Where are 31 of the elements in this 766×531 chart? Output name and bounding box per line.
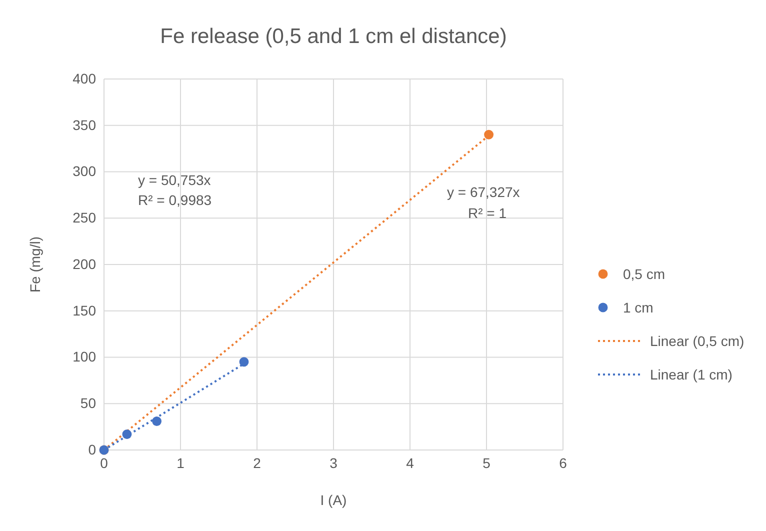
- legend-label: 1 cm: [623, 300, 654, 316]
- y-tick-label: 400: [72, 70, 96, 86]
- x-tick-label: 5: [482, 454, 491, 471]
- annotation: y = 67,327x: [447, 184, 520, 200]
- y-axis-title: Fe (mg/l): [27, 236, 43, 292]
- y-tick-label: 100: [72, 348, 96, 365]
- annotation: y = 50,753x: [138, 172, 211, 188]
- legend-label: Linear (0,5 cm): [650, 333, 744, 349]
- point: [152, 416, 162, 426]
- point: [122, 430, 132, 439]
- x-tick-label: 1: [176, 454, 185, 471]
- x-tick-label: 2: [253, 454, 262, 471]
- point: [484, 130, 494, 140]
- x-tick-label: 3: [330, 454, 338, 471]
- y-tick-label: 200: [72, 256, 96, 272]
- annotation: R² = 0,9983: [138, 192, 212, 208]
- annotation: R² = 1: [468, 205, 507, 221]
- y-tick-label: 250: [72, 210, 96, 226]
- x-axis-title: I (A): [320, 492, 347, 508]
- y-tick-label: 50: [80, 395, 96, 412]
- y-tick-label: 300: [72, 163, 96, 180]
- y-tick-label: 150: [72, 302, 96, 318]
- y-tick-label: 350: [72, 116, 96, 133]
- x-tick-label: 4: [406, 454, 414, 471]
- chart-title: Fe release (0,5 and 1 cm el distance): [160, 25, 507, 48]
- point: [239, 357, 249, 367]
- x-tick-label: 0: [100, 454, 108, 471]
- x-tick-label: 6: [559, 454, 568, 471]
- legend-label: Linear (1 cm): [650, 366, 732, 382]
- y-tick-label: 0: [88, 441, 96, 458]
- legend-label: 0,5 cm: [623, 266, 666, 282]
